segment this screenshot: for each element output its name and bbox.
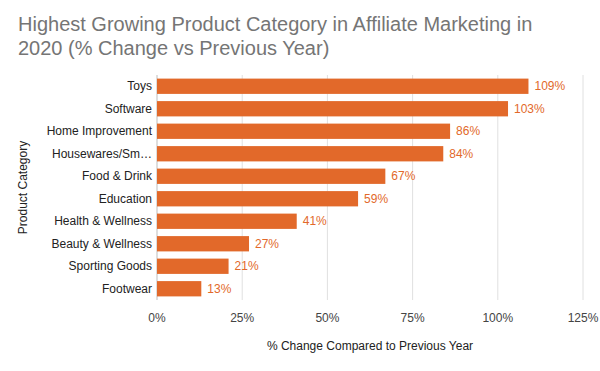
tick-label: 0%	[148, 311, 166, 325]
category-label: Toys	[127, 79, 152, 93]
data-label: 84%	[449, 147, 473, 161]
data-label: 86%	[456, 124, 480, 138]
bar	[157, 281, 201, 296]
data-label: 13%	[207, 282, 231, 296]
data-label: 27%	[255, 237, 279, 251]
tick-label: 75%	[401, 311, 425, 325]
bar	[157, 236, 249, 251]
bar	[157, 124, 450, 139]
x-axis-title: % Change Compared to Previous Year	[267, 339, 473, 353]
chart: Highest Growing Product Category in Affi…	[0, 0, 600, 371]
data-label: 41%	[303, 214, 327, 228]
bar	[157, 79, 528, 94]
data-label: 109%	[534, 79, 565, 93]
tick-label: 125%	[568, 311, 599, 325]
category-label: Health & Wellness	[54, 214, 152, 228]
category-label: Education	[99, 192, 152, 206]
category-label: Food & Drink	[82, 169, 153, 183]
data-label: 103%	[514, 102, 545, 116]
bar	[157, 214, 297, 229]
chart-container: Highest Growing Product Category in Affi…	[0, 0, 600, 371]
chart-title: Highest Growing Product Category in Affi…	[18, 13, 532, 59]
tick-label: 100%	[482, 311, 513, 325]
bars	[157, 79, 528, 297]
category-label: Footwear	[102, 282, 152, 296]
category-label: Home Improvement	[47, 124, 153, 138]
grid	[157, 75, 583, 300]
data-label: 59%	[364, 192, 388, 206]
bar	[157, 101, 508, 116]
category-label: Sporting Goods	[69, 259, 152, 273]
grid-line	[583, 75, 584, 300]
tick-label: 25%	[230, 311, 254, 325]
data-label: 21%	[235, 259, 259, 273]
bar	[157, 169, 385, 184]
category-label: Software	[105, 102, 153, 116]
y-axis-title: Product Category	[16, 141, 30, 234]
bar	[157, 146, 443, 161]
bar	[157, 191, 358, 206]
category-label: Beauty & Wellness	[52, 237, 153, 251]
bar	[157, 259, 229, 274]
category-label: Housewares/Sm…	[52, 147, 152, 161]
data-label: 67%	[391, 169, 415, 183]
tick-label: 50%	[315, 311, 339, 325]
